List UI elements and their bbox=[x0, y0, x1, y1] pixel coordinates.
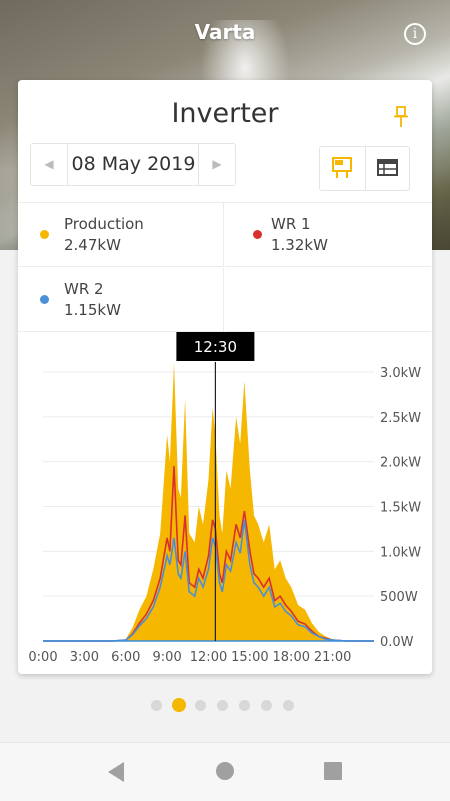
inverter-card: Inverter ◀ 08 May 2019 ▶ bbox=[18, 80, 432, 674]
y-tick-label: 0.0W bbox=[380, 635, 414, 650]
cursor-tooltip-label: 12:30 bbox=[194, 338, 237, 356]
chart-view-icon bbox=[332, 157, 352, 178]
y-tick-label: 500W bbox=[380, 590, 418, 605]
legend-name: WR 2 bbox=[64, 280, 104, 298]
x-tick-label: 3:00 bbox=[70, 650, 99, 665]
x-tick-label: 6:00 bbox=[111, 650, 140, 665]
y-tick-label: 2.5kW bbox=[380, 411, 421, 426]
legend-value: 1.32kW bbox=[271, 236, 328, 254]
series-wr1-line bbox=[43, 466, 374, 642]
x-tick-label: 12:00 bbox=[190, 650, 227, 665]
chevron-left-icon[interactable]: ◀ bbox=[31, 144, 68, 185]
legend-dot bbox=[253, 230, 262, 239]
page-indicator bbox=[151, 698, 301, 713]
page-dot[interactable] bbox=[261, 700, 272, 711]
y-tick-label: 1.5kW bbox=[380, 501, 421, 516]
legend-value: 2.47kW bbox=[64, 236, 121, 254]
legend-dot bbox=[40, 230, 49, 239]
y-tick-label: 3.0kW bbox=[380, 366, 421, 381]
legend: Production 2.47kW WR 1 1.32kW WR 2 1.15k… bbox=[18, 202, 432, 333]
x-tick-label: 18:00 bbox=[273, 650, 310, 665]
legend-empty-cell bbox=[225, 268, 431, 332]
date-label[interactable]: 08 May 2019 bbox=[71, 153, 196, 175]
chart-svg[interactable]: 0.0W 500W 1.0kW 1.5kW 2.0kW 2.5kW 3.0kW 0:00 3:0… bbox=[18, 332, 432, 674]
page-dot[interactable] bbox=[171, 698, 186, 712]
page-dot[interactable] bbox=[217, 700, 228, 711]
series-production-area bbox=[43, 363, 374, 641]
chevron-right-icon[interactable]: ▶ bbox=[198, 144, 235, 185]
view-toggle bbox=[319, 146, 410, 191]
x-tick-label: 0:00 bbox=[28, 650, 57, 665]
system-nav-bar bbox=[0, 742, 450, 801]
table-view-button[interactable] bbox=[365, 147, 410, 190]
pin-icon[interactable] bbox=[392, 106, 410, 128]
info-icon[interactable]: i bbox=[404, 23, 426, 45]
production-chart[interactable]: 0.0W 500W 1.0kW 1.5kW 2.0kW 2.5kW 3.0kW 0:00 3:0… bbox=[18, 332, 432, 674]
chart-view-button[interactable] bbox=[320, 147, 366, 190]
home-icon[interactable] bbox=[215, 761, 235, 781]
x-tick-label: 15:00 bbox=[231, 650, 268, 665]
legend-item-production[interactable]: Production 2.47kW bbox=[18, 203, 224, 267]
app-title: Varta bbox=[194, 20, 256, 44]
x-tick-label: 21:00 bbox=[314, 650, 351, 665]
legend-dot bbox=[40, 295, 49, 304]
back-icon[interactable] bbox=[106, 761, 126, 783]
page-dot[interactable] bbox=[239, 700, 250, 711]
y-tick-label: 1.0kW bbox=[380, 545, 421, 560]
legend-name: WR 1 bbox=[271, 215, 311, 233]
series-wr2-line bbox=[43, 519, 374, 642]
cursor-tooltip bbox=[176, 332, 255, 361]
legend-value: 1.15kW bbox=[64, 301, 121, 319]
card-title: Inverter bbox=[171, 98, 279, 129]
page-dot[interactable] bbox=[195, 700, 206, 711]
page-dot[interactable] bbox=[283, 700, 294, 711]
page-dot[interactable] bbox=[151, 700, 162, 711]
legend-item-wr2[interactable]: WR 2 1.15kW bbox=[18, 268, 224, 332]
y-tick-label: 2.0kW bbox=[380, 456, 421, 471]
legend-item-wr1[interactable]: WR 1 1.32kW bbox=[225, 203, 431, 267]
legend-name: Production bbox=[64, 215, 144, 233]
date-navigator: ◀ 08 May 2019 ▶ bbox=[30, 143, 236, 186]
table-view-icon bbox=[377, 159, 398, 176]
x-tick-label: 9:00 bbox=[153, 650, 182, 665]
recents-icon[interactable] bbox=[323, 761, 343, 781]
